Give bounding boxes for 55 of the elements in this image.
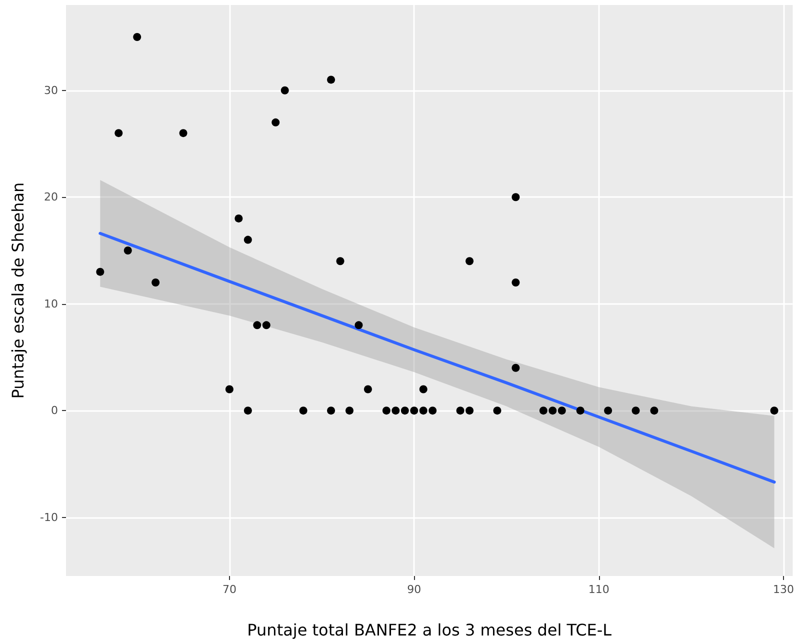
- x-tick-label: 90: [407, 583, 422, 596]
- point: [354, 321, 363, 330]
- point: [539, 406, 548, 415]
- point: [548, 406, 557, 415]
- point: [336, 257, 344, 266]
- point: [493, 406, 502, 415]
- point: [770, 406, 778, 415]
- point: [604, 406, 612, 415]
- point: [419, 406, 428, 415]
- point: [650, 406, 658, 415]
- point: [392, 406, 400, 415]
- point: [419, 385, 428, 394]
- point: [428, 406, 437, 415]
- point: [466, 257, 474, 266]
- point: [280, 86, 289, 94]
- x-axis-title: Puntaje total BANFE2 a los 3 meses del TCE-L: [247, 620, 612, 640]
- point: [512, 193, 520, 202]
- y-tick-label: 0: [51, 404, 58, 418]
- y-tick-label: 20: [44, 190, 58, 204]
- y-tick-label: -10: [40, 510, 58, 524]
- point: [456, 406, 464, 415]
- point: [152, 278, 160, 286]
- point: [512, 278, 520, 286]
- point: [114, 129, 123, 138]
- point: [512, 364, 520, 372]
- point: [234, 214, 243, 222]
- point: [558, 406, 566, 415]
- point: [382, 406, 390, 415]
- point: [346, 406, 354, 415]
- x-tick-label: 130: [773, 583, 794, 596]
- point: [124, 246, 132, 254]
- point: [262, 321, 270, 330]
- y-tick-label: 10: [44, 297, 58, 310]
- point: [632, 406, 640, 415]
- point: [244, 236, 252, 244]
- y-tick-label: 30: [44, 84, 58, 97]
- point: [327, 76, 336, 84]
- point: [327, 406, 336, 415]
- point: [96, 268, 104, 276]
- point: [272, 118, 280, 126]
- y-axis-title: Puntaje escala de Sheehan: [8, 182, 28, 399]
- point: [400, 406, 409, 415]
- point: [225, 385, 234, 394]
- point: [133, 33, 142, 42]
- point: [299, 406, 308, 415]
- point: [576, 406, 584, 415]
- point: [466, 406, 474, 415]
- point: [179, 129, 188, 138]
- point: [364, 385, 372, 394]
- line-series: [98, 232, 776, 484]
- point: [253, 321, 262, 330]
- point: [410, 406, 418, 415]
- x-tick-label: 70: [222, 583, 236, 596]
- x-tick-label: 110: [588, 583, 610, 596]
- point: [244, 406, 252, 415]
